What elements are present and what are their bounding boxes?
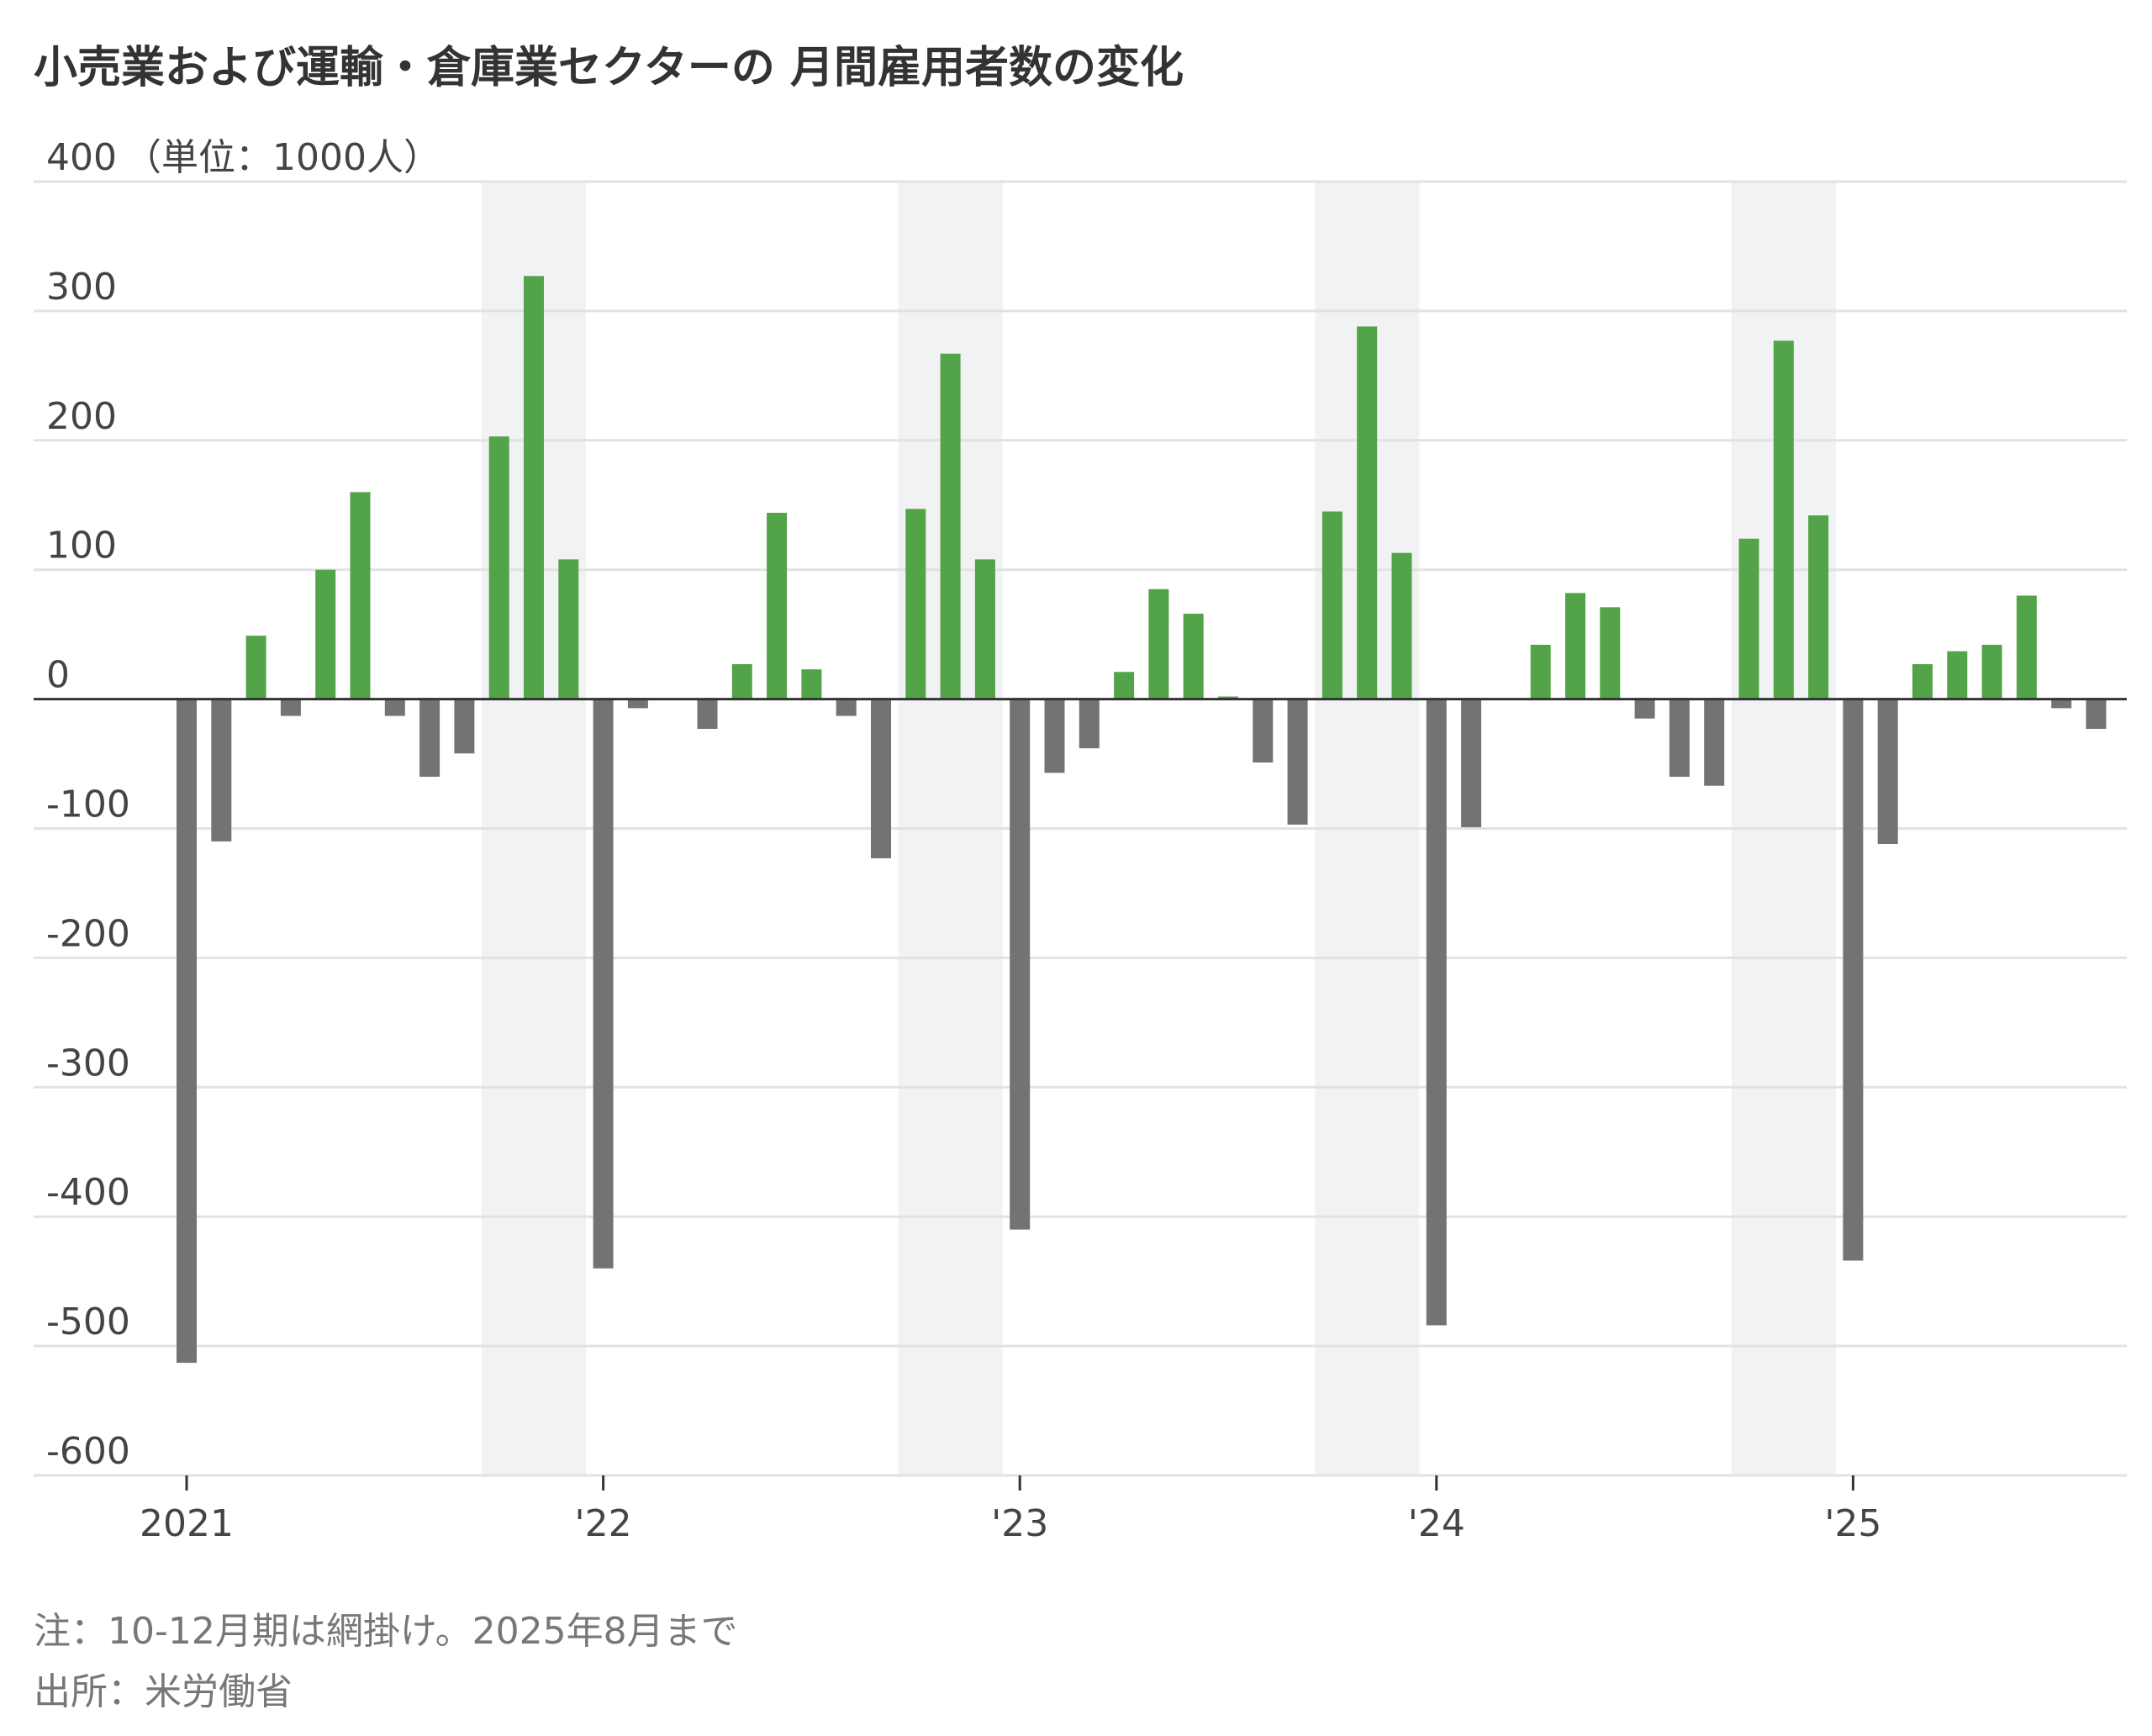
chart-title: 小売業および運輸・倉庫業セクターの 月間雇用者数の変化 [34, 43, 1184, 93]
bar-2021-09 [454, 699, 475, 754]
x-tick-label: '22 [575, 1502, 632, 1545]
bar-2023-06 [1183, 614, 1204, 699]
bars [177, 276, 2107, 1364]
x-tick-label: '23 [991, 1502, 1048, 1545]
bar-2023-05 [1148, 588, 1169, 699]
bar-2022-04 [697, 699, 718, 729]
bar-2021-06 [350, 492, 371, 699]
bar-2023-02 [1044, 699, 1065, 773]
bar-2021-07 [384, 699, 405, 716]
bar-2025-02 [1877, 699, 1898, 844]
bar-2023-12 [1391, 552, 1412, 699]
bar-2021-04 [280, 699, 301, 716]
bar-2025-07 [2051, 699, 2072, 709]
bar-2025-01 [1843, 699, 1864, 1261]
bar-2022-05 [731, 664, 752, 699]
bar-chart: （単位：1000人） 400 300 200 100 0 -100 -200 -300 -400… [34, 136, 2127, 1545]
bar-2022-07 [801, 669, 822, 699]
bar-2024-02 [1461, 699, 1482, 827]
bar-2024-11 [1773, 340, 1794, 699]
bar-2024-05 [1565, 593, 1585, 699]
bar-2021-11 [524, 276, 544, 699]
bar-2022-10 [905, 509, 926, 699]
y-tick-label: 0 [46, 654, 70, 697]
bar-2023-09 [1287, 699, 1308, 825]
bar-2024-01 [1426, 699, 1447, 1326]
y-tick-label: 100 [46, 525, 117, 567]
bar-2021-08 [419, 699, 440, 777]
bar-2025-05 [1981, 644, 2002, 699]
y-axis-labels: （単位：1000人） 400 300 200 100 0 -100 -200 -300 -400… [46, 136, 440, 1473]
chart-notes: 注：10-12月期は網掛け。2025年8月まで 出所：米労働省 [34, 1601, 738, 1723]
bar-2024-12 [1808, 515, 1829, 699]
bar-2022-08 [836, 699, 857, 716]
bar-2024-10 [1738, 538, 1759, 699]
y-axis-unit-label: （単位：1000人） [124, 136, 440, 179]
x-tick-label: '25 [1824, 1502, 1881, 1545]
source-text: 出所：米労働省 [34, 1670, 293, 1713]
bar-2021-03 [245, 636, 266, 699]
bar-2022-12 [974, 559, 995, 699]
bar-2022-06 [767, 512, 788, 699]
y-tick-label: -100 [46, 784, 130, 826]
bar-2023-10 [1321, 511, 1342, 699]
bar-2025-06 [2016, 595, 2037, 699]
bar-2025-04 [1947, 651, 1968, 699]
bar-2022-09 [871, 699, 891, 858]
bar-2021-02 [211, 699, 232, 842]
bar-2022-02 [627, 699, 648, 709]
bar-2023-01 [1010, 699, 1031, 1230]
x-tick-label: '24 [1408, 1502, 1465, 1545]
bar-2021-12 [558, 559, 579, 699]
bar-2023-07 [1218, 696, 1238, 699]
y-tick-label: -300 [46, 1042, 130, 1084]
bar-2025-03 [1912, 664, 1933, 699]
note-text: 注：10-12月期は網掛け。2025年8月まで [34, 1610, 738, 1653]
y-tick-label: 400 [46, 136, 117, 179]
bar-2022-11 [940, 353, 961, 699]
bar-2024-06 [1600, 607, 1621, 699]
bar-2024-09 [1704, 699, 1725, 786]
y-tick-label: -200 [46, 912, 130, 955]
y-tick-label: -400 [46, 1171, 130, 1214]
bar-2023-08 [1253, 699, 1274, 763]
y-tick-label: 200 [46, 395, 117, 438]
y-tick-label: 300 [46, 266, 117, 309]
x-tick-label: 2021 [140, 1502, 234, 1545]
gridlines [34, 180, 2127, 1477]
bar-2023-04 [1114, 672, 1135, 699]
x-axis-labels: 2021 '22 '23 '24 '25 [140, 1475, 1881, 1545]
bar-2023-11 [1357, 326, 1378, 699]
bar-2021-10 [488, 436, 509, 699]
bar-2024-07 [1634, 699, 1655, 719]
bar-2022-01 [593, 699, 614, 1269]
y-tick-label: -500 [46, 1301, 130, 1343]
bar-2021-01 [177, 699, 197, 1364]
bar-2024-04 [1530, 644, 1551, 699]
bar-2023-03 [1079, 699, 1100, 749]
bar-2025-08 [2086, 699, 2107, 729]
bar-2024-08 [1669, 699, 1690, 777]
bar-2021-05 [315, 569, 336, 699]
y-tick-label: -600 [46, 1430, 130, 1473]
